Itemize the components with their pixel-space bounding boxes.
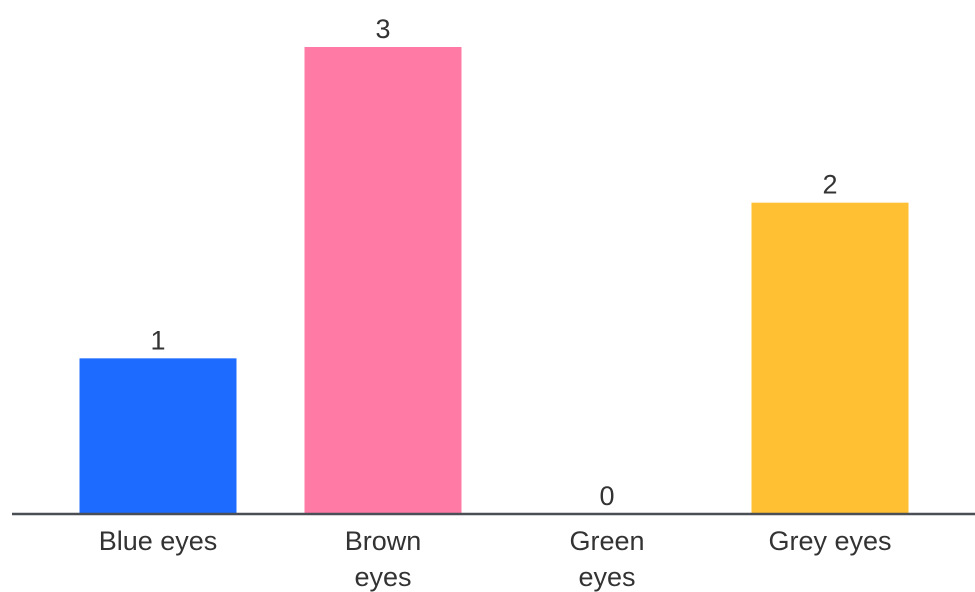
- value-labels-group: 1 3 0 2: [150, 14, 837, 511]
- category-label-2: Green eyes: [569, 526, 644, 592]
- category-label-0: Blue eyes: [99, 526, 218, 556]
- bar-0: [79, 358, 237, 514]
- category-label-3: Grey eyes: [768, 526, 891, 556]
- category-label-line: eyes: [578, 562, 635, 592]
- category-label-line: eyes: [354, 562, 411, 592]
- value-label-2: 0: [599, 481, 614, 511]
- value-label-0: 1: [150, 325, 165, 355]
- value-label-3: 2: [822, 170, 837, 200]
- category-label-line: Brown: [345, 526, 422, 556]
- bar-3: [751, 202, 909, 514]
- category-label-line: Blue eyes: [99, 526, 218, 556]
- category-label-1: Brown eyes: [345, 526, 422, 592]
- bars-group: [79, 47, 909, 514]
- category-label-line: Green: [569, 526, 644, 556]
- category-labels-group: Blue eyes Brown eyes Green eyes Grey eyes: [99, 526, 892, 592]
- bar-1: [304, 47, 462, 514]
- value-label-1: 3: [375, 14, 390, 44]
- category-label-line: Grey eyes: [768, 526, 891, 556]
